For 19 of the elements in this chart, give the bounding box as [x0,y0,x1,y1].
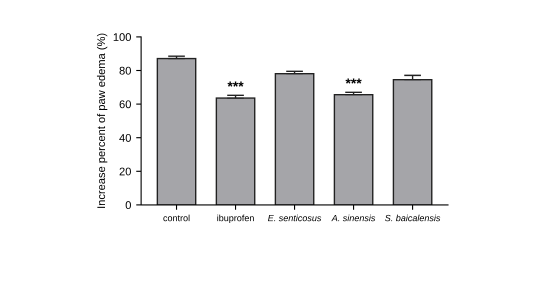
bar [274,72,314,205]
y-tick-label: 80 [120,66,131,75]
y-tick-label: 20 [120,168,131,176]
y-tick-label: 0 [126,201,131,210]
y-axis-title: Increase percent of paw edema (%) [96,34,108,208]
x-tick-label: S. baicalensis [384,214,440,222]
y-tick-label: 60 [120,100,131,108]
annotation: *** [346,78,362,84]
y-tick-label: 100 [114,33,131,42]
bar [334,94,374,205]
x-tick-label: control [163,214,190,222]
bar [216,97,256,205]
x-tick-label: E. senticosus [268,214,322,222]
bar [392,79,432,205]
bar [156,58,196,205]
x-tick-label: A. sinensis [331,214,376,222]
y-tick-label: 40 [119,134,131,142]
x-tick-label: ibuprofen [217,214,254,224]
annotation: *** [227,82,244,87]
